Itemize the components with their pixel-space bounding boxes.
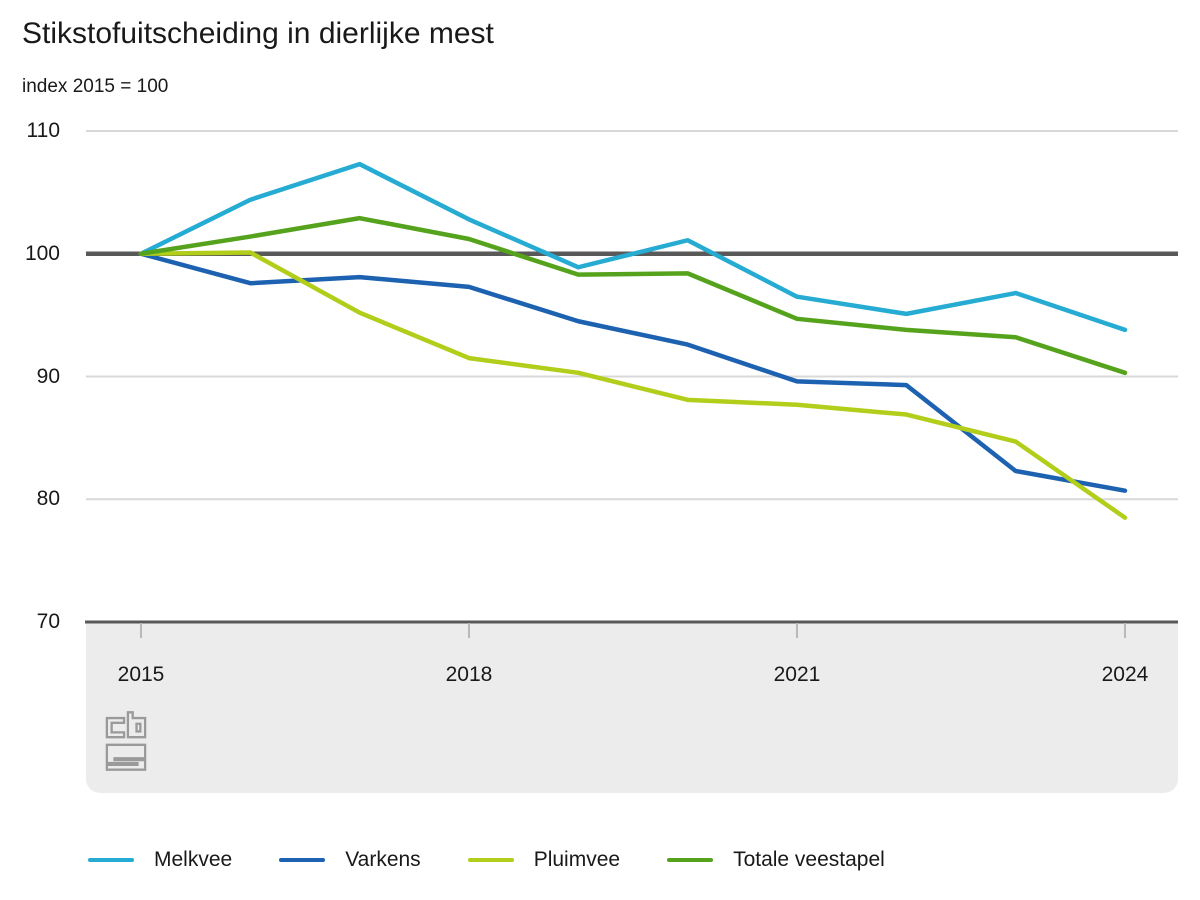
legend-swatch-icon — [279, 857, 326, 863]
legend-swatch-icon — [667, 857, 714, 863]
series-line-totale-veestapel — [138, 215, 1128, 376]
chart-subtitle: index 2015 = 100 — [22, 76, 169, 97]
legend-swatch-icon — [88, 857, 134, 863]
x-tick-label-2015: 2015 — [117, 663, 165, 686]
legend-item-label: Pluimvee — [533, 848, 621, 871]
cbs-logo-s — [105, 743, 147, 771]
legend-item-label: Melkvee — [154, 848, 233, 871]
cbs-logo-c — [105, 716, 126, 739]
y-tick-label-90: 90 — [36, 364, 60, 388]
x-tick-label-2024: 2024 — [1101, 663, 1149, 686]
cbs-logo-b — [126, 711, 147, 739]
legend-item-varkens[interactable]: Varkens — [279, 848, 421, 872]
series-line-pluimvee — [138, 250, 1128, 520]
y-tick-label-110: 110 — [26, 119, 60, 142]
legend-item-pluimvee[interactable]: Pluimvee — [467, 848, 621, 872]
legend-item-label: Totale veestapel — [733, 848, 885, 871]
x-tick-label-2018: 2018 — [445, 663, 493, 686]
y-tick-label-80: 80 — [36, 487, 60, 511]
chart-title: Stikstofuitscheiding in dierlijke mest — [22, 17, 494, 50]
cbs-logo-b-inner — [135, 722, 142, 733]
legend-item-melkvee[interactable]: Melkvee — [88, 848, 232, 872]
chart-legend: Melkvee Varkens Pluimvee Totale veestapel — [88, 840, 885, 880]
x-tick-label-2021: 2021 — [773, 663, 821, 686]
legend-item-label: Varkens — [345, 848, 421, 871]
legend-item-totale-veestapel[interactable]: Totale veestapel — [667, 848, 885, 872]
y-tick-label-100: 100 — [24, 241, 60, 265]
y-tick-label-70: 70 — [36, 610, 60, 633]
cbs-logo-icon — [105, 711, 147, 771]
legend-swatch-icon — [467, 857, 514, 863]
series-line-melkvee — [138, 161, 1128, 333]
series-line-varkens — [138, 251, 1128, 493]
x-axis-band — [86, 622, 1178, 793]
